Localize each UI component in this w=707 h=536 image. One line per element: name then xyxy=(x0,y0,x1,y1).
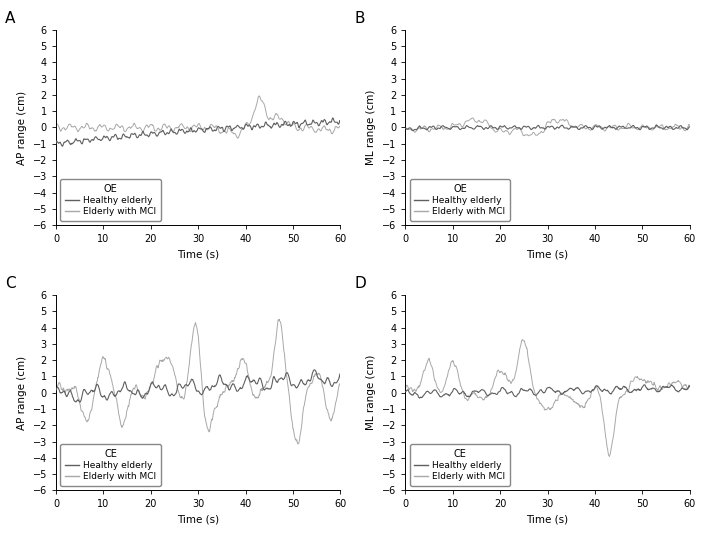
Legend: Healthy elderly, Elderly with MCI: Healthy elderly, Elderly with MCI xyxy=(61,444,160,486)
Text: D: D xyxy=(354,276,366,291)
X-axis label: Time (s): Time (s) xyxy=(177,515,219,525)
X-axis label: Time (s): Time (s) xyxy=(177,250,219,259)
Y-axis label: AP range (cm): AP range (cm) xyxy=(17,355,27,430)
Y-axis label: ML range (cm): ML range (cm) xyxy=(366,355,376,430)
X-axis label: Time (s): Time (s) xyxy=(527,250,568,259)
Legend: Healthy elderly, Elderly with MCI: Healthy elderly, Elderly with MCI xyxy=(410,179,510,221)
Y-axis label: ML range (cm): ML range (cm) xyxy=(366,90,376,165)
Legend: Healthy elderly, Elderly with MCI: Healthy elderly, Elderly with MCI xyxy=(61,179,160,221)
Text: C: C xyxy=(5,276,16,291)
Legend: Healthy elderly, Elderly with MCI: Healthy elderly, Elderly with MCI xyxy=(410,444,510,486)
Y-axis label: AP range (cm): AP range (cm) xyxy=(17,91,27,165)
Text: A: A xyxy=(5,11,15,26)
Text: B: B xyxy=(354,11,365,26)
X-axis label: Time (s): Time (s) xyxy=(527,515,568,525)
